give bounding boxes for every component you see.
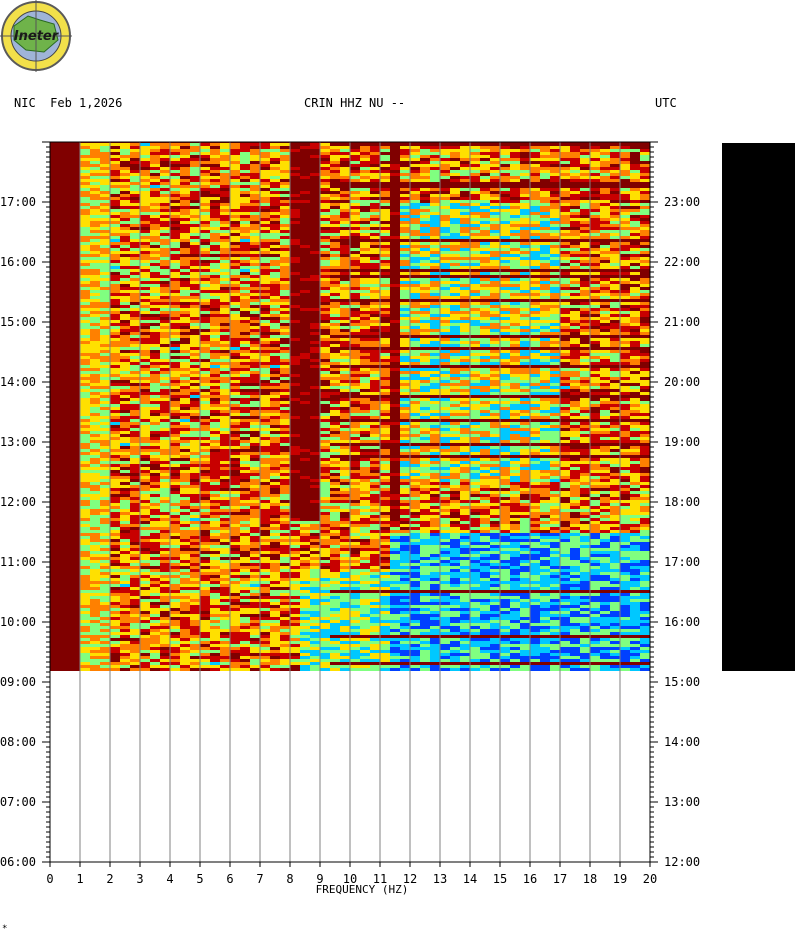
x-tick-label: 10 <box>343 872 357 886</box>
corner-mark: * <box>2 924 8 934</box>
ineter-logo: Ineter <box>0 0 72 72</box>
x-tick-label: 17 <box>553 872 567 886</box>
right-tick-label: 19:00 <box>664 435 700 449</box>
x-tick-label: 15 <box>493 872 507 886</box>
left-tick-label: 15:00 <box>0 315 36 329</box>
right-tick-label: 12:00 <box>664 855 700 869</box>
right-tick-label: 22:00 <box>664 255 700 269</box>
x-tick-label: 8 <box>286 872 293 886</box>
header-station-date: NIC Feb 1,2026 <box>14 96 123 110</box>
x-tick-label: 20 <box>643 872 657 886</box>
x-tick-label: 7 <box>256 872 263 886</box>
right-tick-label: 20:00 <box>664 375 700 389</box>
x-tick-label: 16 <box>523 872 537 886</box>
x-tick-label: 18 <box>583 872 597 886</box>
x-axis-label: FREQUENCY (HZ) <box>316 883 409 896</box>
x-tick-label: 13 <box>433 872 447 886</box>
right-tick-label: 17:00 <box>664 555 700 569</box>
x-tick-label: 12 <box>403 872 417 886</box>
x-tick-label: 6 <box>226 872 233 886</box>
right-tick-label: 16:00 <box>664 615 700 629</box>
color-scale-bar <box>722 143 795 671</box>
header-timezone: UTC <box>655 96 677 110</box>
left-tick-label: 13:00 <box>0 435 36 449</box>
x-tick-label: 4 <box>166 872 173 886</box>
left-tick-label: 14:00 <box>0 375 36 389</box>
x-tick-label: 1 <box>76 872 83 886</box>
x-tick-label: 3 <box>136 872 143 886</box>
left-time-axis: 17:00 16:00 15:00 14:00 13:00 12:00 11:00 10:00… <box>0 141 51 869</box>
x-tick-label: 14 <box>463 872 477 886</box>
header-channel-title: CRIN HHZ NU -- <box>304 96 406 110</box>
left-tick-label: 16:00 <box>0 255 36 269</box>
x-tick-label: 5 <box>196 872 203 886</box>
left-tick-label: 10:00 <box>0 615 36 629</box>
right-tick-label: 14:00 <box>664 735 700 749</box>
right-tick-label: 18:00 <box>664 495 700 509</box>
left-tick-label: 07:00 <box>0 795 36 809</box>
right-tick-label: 21:00 <box>664 315 700 329</box>
frequency-gridlines <box>79 142 621 862</box>
right-tick-label: 13:00 <box>664 795 700 809</box>
right-tick-label: 23:00 <box>664 195 700 209</box>
right-time-axis: 23:00 22:00 21:00 20:00 19:00 18:00 17:00 16:00… <box>649 141 700 869</box>
x-tick-label: 11 <box>373 872 387 886</box>
frequency-axis: 0 1 2 3 4 5 6 7 8 9 10 11 12 13 14 15 16 17 18 19 20 <box>46 861 657 886</box>
right-tick-label: 15:00 <box>664 675 700 689</box>
logo-text: Ineter <box>14 29 60 44</box>
left-tick-label: 12:00 <box>0 495 36 509</box>
x-tick-label: 19 <box>613 872 627 886</box>
left-tick-label: 06:00 <box>0 855 36 869</box>
x-tick-label: 0 <box>46 872 53 886</box>
left-tick-label: 09:00 <box>0 675 36 689</box>
x-tick-label: 2 <box>106 872 113 886</box>
left-tick-label: 17:00 <box>0 195 36 209</box>
x-tick-label: 9 <box>316 872 323 886</box>
left-tick-label: 11:00 <box>0 555 36 569</box>
left-tick-label: 08:00 <box>0 735 36 749</box>
